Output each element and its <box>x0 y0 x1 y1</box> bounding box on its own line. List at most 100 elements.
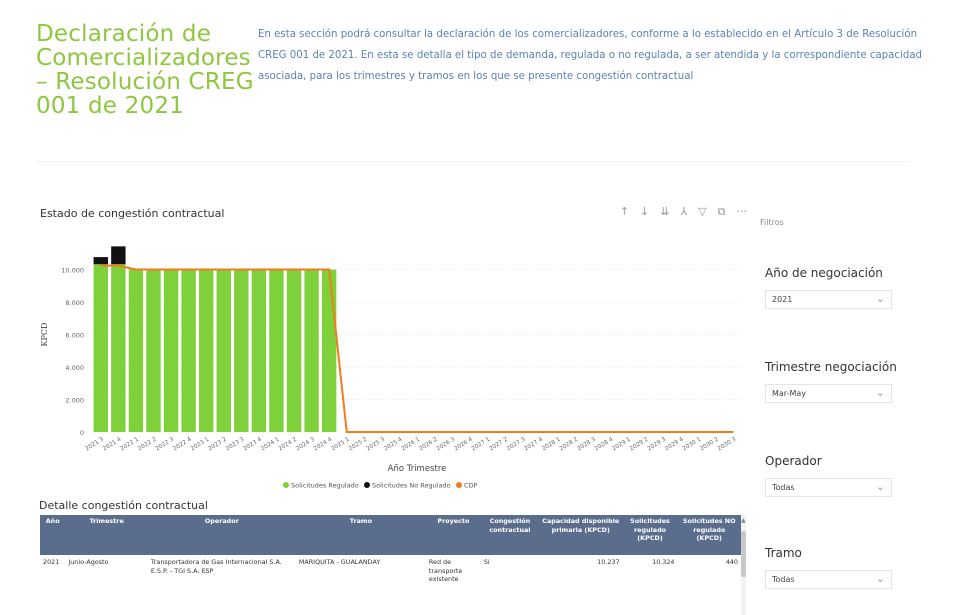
table-cell: 440 <box>725 558 738 566</box>
scroll-up-icon[interactable]: ▲ <box>741 517 746 524</box>
table-column-header[interactable]: Año <box>40 515 66 555</box>
bar-regulado[interactable] <box>321 269 337 433</box>
filter-select-segment[interactable]: Todas ⌄ <box>765 570 892 589</box>
x-tick-label: 2029 4 <box>664 436 685 452</box>
chevron-down-icon: ⌄ <box>875 480 885 493</box>
bar-no-regulado[interactable] <box>111 246 126 265</box>
x-tick-label: 2030 3 <box>717 436 738 452</box>
y-tick-label: 6.000 <box>65 332 84 340</box>
filter-select-operator[interactable]: Todas ⌄ <box>765 478 892 497</box>
table-column-header[interactable]: Solicitudes NO regulado (KPCD) <box>677 515 741 555</box>
x-tick-label: 2025 4 <box>383 436 404 452</box>
legend-label: Solicitudes No Regulado <box>372 482 451 490</box>
detail-table-visual[interactable]: Detalle congestión contractual Año Trimes… <box>36 497 747 615</box>
table-column-header[interactable]: Operador <box>147 515 296 555</box>
table-column-header[interactable]: Proyecto <box>425 515 481 555</box>
bar-regulado[interactable] <box>111 264 126 432</box>
page-title: Declaración de Comercializadores – Resol… <box>36 21 254 119</box>
legend-label: Solicitudes Regulado <box>291 482 359 490</box>
detail-table[interactable]: Año Trimestre Operador Tramo Proyecto Congest… <box>40 515 741 587</box>
visual-toolbar: ↑ ↓ ⇊ ⅄ ▽ ⧉ ··· <box>620 205 747 219</box>
bar-regulado[interactable] <box>234 269 249 433</box>
y-tick-label: 8.000 <box>65 299 84 307</box>
y-tick-label: 2.000 <box>65 397 84 405</box>
bar-regulado[interactable] <box>286 269 302 433</box>
y-tick-label: 10.000 <box>61 267 84 275</box>
legend-label: CDP <box>464 482 478 490</box>
x-tick-label: 2027 2 <box>489 436 510 452</box>
legend-marker <box>283 482 289 488</box>
x-tick-label: 2028 3 <box>576 436 597 452</box>
x-tick-label: 2028 4 <box>594 436 615 452</box>
table-column-header[interactable]: Solicitudes regulado (KPCD) <box>622 515 678 555</box>
table-header-row: Año Trimestre Operador Tramo Proyecto Congest… <box>40 515 741 555</box>
x-tick-label: 2030 2 <box>699 436 720 452</box>
filter-value-year: 2021 <box>772 295 793 304</box>
filter-value-quarter: Mar-May <box>772 389 807 398</box>
arrow-up-icon[interactable]: ↑ <box>619 205 629 218</box>
filter-title-operator: Operador <box>765 454 822 468</box>
table-column-header[interactable]: Tramo <box>295 515 426 555</box>
table-title: Detalle congestión contractual <box>39 499 208 512</box>
table-scrollbar-thumb[interactable] <box>741 531 746 577</box>
double-arrow-down-icon[interactable]: ⇊ <box>660 205 670 218</box>
table-cell: 10.237 <box>597 558 620 566</box>
table-cell: Red de transporte existente <box>428 558 463 584</box>
bar-regulado[interactable] <box>146 269 161 433</box>
bar-regulado[interactable] <box>216 269 231 433</box>
filter-select-quarter[interactable]: Mar-May ⌄ <box>765 384 892 403</box>
table-cell: Junio-Agosto <box>68 558 109 566</box>
filters-panel: Filtros Año de negociación 2021 ⌄ Trimes… <box>750 208 905 615</box>
x-tick-label: 2029 2 <box>629 436 650 452</box>
bar-regulado[interactable] <box>269 269 284 433</box>
x-tick-label: 2028 2 <box>559 436 580 452</box>
filter-icon[interactable]: ▽ <box>698 205 707 218</box>
legend-marker <box>364 482 370 488</box>
table-row[interactable]: 2021 Junio-Agosto Transportadora de Gas In… <box>40 555 741 587</box>
y-axis-title: KPCD <box>40 323 49 347</box>
x-tick-label: 2025 1 <box>330 436 351 452</box>
focus-mode-icon[interactable]: ⧉ <box>717 205 726 218</box>
bar-regulado[interactable] <box>251 269 267 433</box>
table-cell: 10.324 <box>652 558 675 566</box>
cdp-line[interactable] <box>100 264 734 433</box>
page-description: En esta sección podrá consultar la decla… <box>258 29 923 82</box>
table-column-header[interactable]: Trimestre <box>65 515 148 555</box>
x-tick-label: 2023 1 <box>190 436 211 452</box>
x-tick-label: 2024 4 <box>313 436 334 452</box>
x-tick-label: 2022 1 <box>120 436 141 452</box>
filter-select-year[interactable]: 2021 ⌄ <box>765 290 892 309</box>
x-tick-label: 2026 1 <box>401 436 422 452</box>
bar-regulado[interactable] <box>198 269 214 433</box>
congestion-chart-visual[interactable]: 0 2.000 4.000 6.000 8.000 10.000 KPCD 2021 3 202… <box>36 205 747 498</box>
bar-regulado[interactable] <box>304 269 319 433</box>
x-tick-label: 2024 1 <box>260 436 281 452</box>
filter-title-year: Año de negociación <box>765 266 883 280</box>
x-tick-label: 2025 2 <box>348 436 369 452</box>
table-column-header[interactable]: Capacidad disponible primaria (KPCD) <box>539 515 623 555</box>
bar-regulado[interactable] <box>93 264 108 432</box>
chevron-down-icon: ⌄ <box>875 386 885 399</box>
x-tick-label: 2023 3 <box>225 436 246 452</box>
x-tick-label: 2023 4 <box>243 436 264 452</box>
bar-regulado[interactable] <box>181 269 196 433</box>
expand-hierarchy-icon[interactable]: ⅄ <box>680 205 688 218</box>
more-options-icon[interactable]: ··· <box>736 205 748 218</box>
x-tick-label: 2023 2 <box>207 436 228 452</box>
bar-no-regulado[interactable] <box>93 257 108 265</box>
bar-regulado[interactable] <box>163 269 179 433</box>
x-axis-title: Año Trimestre <box>388 464 447 474</box>
x-tick-label: 2024 2 <box>278 436 299 452</box>
x-tick-label: 2029 1 <box>611 436 632 452</box>
x-tick-label: 2030 1 <box>682 436 703 452</box>
x-tick-label: 2026 2 <box>418 436 439 452</box>
bar-regulado[interactable] <box>128 269 144 433</box>
arrow-down-icon[interactable]: ↓ <box>640 205 650 218</box>
table-column-header[interactable]: Congestión contractual <box>480 515 540 555</box>
x-tick-label: 2027 4 <box>524 436 545 452</box>
chevron-down-icon: ⌄ <box>875 292 885 305</box>
x-tick-label: 2027 3 <box>506 436 527 452</box>
filter-title-segment: Tramo <box>765 546 802 560</box>
x-tick-label: 2022 4 <box>172 436 193 452</box>
